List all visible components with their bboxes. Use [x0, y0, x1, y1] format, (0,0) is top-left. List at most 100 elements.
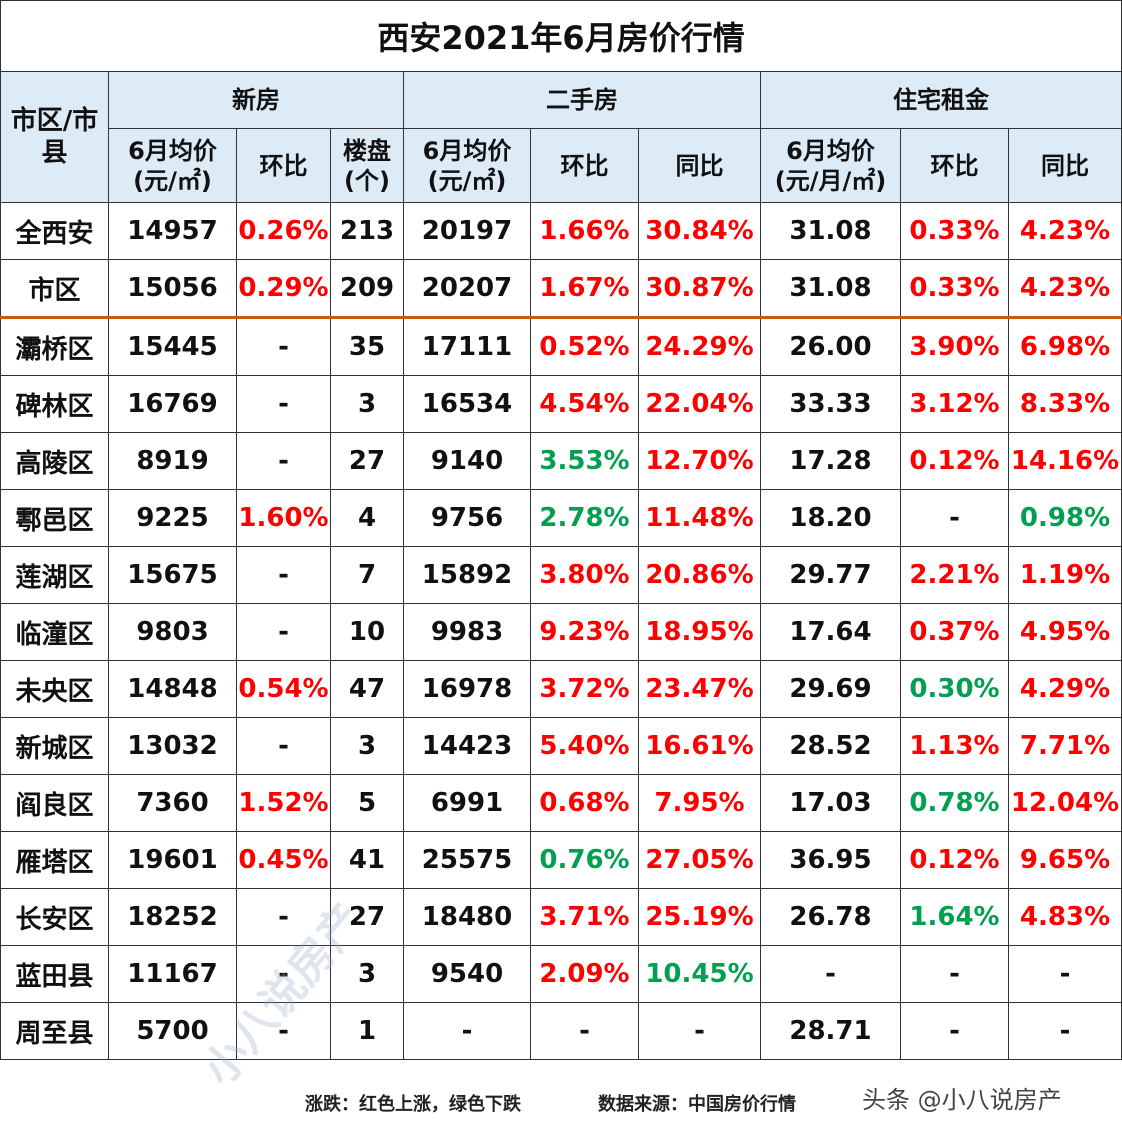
value-cell: 12.70% — [638, 432, 761, 490]
value-cell: 6.98% — [1007, 317, 1122, 376]
footer-brand: 头条 @小八说房产 — [862, 1086, 1062, 1114]
value-cell: 15056 — [108, 259, 237, 319]
value-cell: 10.45% — [638, 945, 761, 1003]
value-cell: 1.60% — [236, 489, 331, 547]
value-cell: 9756 — [403, 489, 531, 547]
value-cell: 3 — [330, 717, 404, 775]
footer-legend: 涨跌：红色上涨，绿色下跌 — [305, 1094, 521, 1115]
value-cell: 25575 — [403, 831, 531, 889]
value-cell: 0.30% — [900, 660, 1009, 718]
value-cell: 0.54% — [236, 660, 331, 718]
table-row: 碑林区 16769-3 16534 4.54% 22.04% 33.33 3.12% 8.33… — [0, 375, 1122, 433]
value-cell: 17.03 — [760, 774, 901, 832]
value-cell: 0.29% — [236, 259, 331, 319]
value-cell: 29.69 — [760, 660, 901, 718]
region-cell: 阎良区 — [0, 774, 109, 832]
value-cell: 4.95% — [1007, 603, 1122, 661]
value-cell: 0.68% — [530, 774, 639, 832]
value-cell: - — [236, 317, 331, 376]
value-cell: - — [236, 1002, 331, 1060]
value-cell: - — [900, 945, 1009, 1003]
table-row: 灞桥区 15445-35 17111 0.52% 24.29% 26.00 3.90% 6.9… — [0, 317, 1122, 376]
header-rent-price: 6月均价 (元/月/㎡) — [760, 128, 901, 203]
region-cell: 莲湖区 — [0, 546, 109, 604]
value-cell: 0.52% — [530, 317, 639, 376]
value-cell: 16.61% — [638, 717, 761, 775]
value-cell: 15892 — [403, 546, 531, 604]
value-cell: 27 — [330, 432, 404, 490]
value-cell: 3.72% — [530, 660, 639, 718]
value-cell: 14.16% — [1007, 432, 1122, 490]
value-cell: - — [638, 1002, 761, 1060]
value-cell: 31.08 — [760, 202, 901, 260]
value-cell: 4.23% — [1007, 202, 1122, 260]
value-cell: 28.52 — [760, 717, 901, 775]
table-title: 西安2021年6月房价行情 — [0, 0, 1122, 72]
value-cell: 3.71% — [530, 888, 639, 946]
value-cell: 41 — [330, 831, 404, 889]
value-cell: 9803 — [108, 603, 237, 661]
value-cell: 16769 — [108, 375, 237, 433]
region-cell: 新城区 — [0, 717, 109, 775]
value-cell: 20207 — [403, 259, 531, 319]
table-row: 新城区 13032-3 14423 5.40% 16.61% 28.52 1.13% 7.71… — [0, 717, 1122, 775]
value-cell: 1.64% — [900, 888, 1009, 946]
region-cell: 蓝田县 — [0, 945, 109, 1003]
value-cell: 47 — [330, 660, 404, 718]
value-cell: 4.54% — [530, 375, 639, 433]
value-cell: 33.33 — [760, 375, 901, 433]
value-cell: 3.53% — [530, 432, 639, 490]
footer-source: 数据来源：中国房价行情 — [598, 1094, 796, 1115]
value-cell: 25.19% — [638, 888, 761, 946]
value-cell: 17111 — [403, 317, 531, 376]
region-cell: 临潼区 — [0, 603, 109, 661]
header-sec-yoy: 同比 — [638, 128, 761, 203]
value-cell: 1.67% — [530, 259, 639, 319]
value-cell: 30.87% — [638, 259, 761, 319]
header-new-mom: 环比 — [236, 128, 331, 203]
value-cell: 19601 — [108, 831, 237, 889]
value-cell: 3 — [330, 375, 404, 433]
value-cell: 7.71% — [1007, 717, 1122, 775]
value-cell: 17.64 — [760, 603, 901, 661]
region-cell: 长安区 — [0, 888, 109, 946]
value-cell: 10 — [330, 603, 404, 661]
table-row: 全西安 14957 0.26% 213 20197 1.66% 30.84% 31.08 0.3… — [0, 202, 1122, 260]
header-new-count: 楼盘 (个) — [330, 128, 404, 203]
value-cell: - — [236, 945, 331, 1003]
value-cell: 35 — [330, 317, 404, 376]
value-cell: 16978 — [403, 660, 531, 718]
value-cell: 24.29% — [638, 317, 761, 376]
value-cell: 23.47% — [638, 660, 761, 718]
value-cell: - — [236, 717, 331, 775]
value-cell: 26.00 — [760, 317, 901, 376]
value-cell: 17.28 — [760, 432, 901, 490]
value-cell: 213 — [330, 202, 404, 260]
value-cell: 1.19% — [1007, 546, 1122, 604]
table-row: 雁塔区 19601 0.45% 41 25575 0.76% 27.05% 36.95 0.12… — [0, 831, 1122, 889]
price-table: 西安2021年6月房价行情 市区/市县 新房 二手房 住宅租金 6月均价 (元/… — [0, 0, 1122, 1060]
value-cell: 9140 — [403, 432, 531, 490]
header-rent-mom: 环比 — [900, 128, 1009, 203]
value-cell: - — [236, 432, 331, 490]
region-cell: 未央区 — [0, 660, 109, 718]
header-second: 二手房 — [403, 71, 761, 129]
value-cell: 2.78% — [530, 489, 639, 547]
value-cell: 27 — [330, 888, 404, 946]
value-cell: 7.95% — [638, 774, 761, 832]
region-cell: 雁塔区 — [0, 831, 109, 889]
header-sec-mom: 环比 — [530, 128, 639, 203]
region-cell: 高陵区 — [0, 432, 109, 490]
value-cell: 4 — [330, 489, 404, 547]
value-cell: 5 — [330, 774, 404, 832]
value-cell: 0.12% — [900, 831, 1009, 889]
value-cell: 28.71 — [760, 1002, 901, 1060]
value-cell: 26.78 — [760, 888, 901, 946]
table-row: 蓝田县 11167-3 9540 2.09% 10.45% - - - — [0, 945, 1122, 1003]
header-new: 新房 — [108, 71, 404, 129]
value-cell: 3 — [330, 945, 404, 1003]
value-cell: 18480 — [403, 888, 531, 946]
region-cell: 灞桥区 — [0, 317, 109, 376]
value-cell: 9.65% — [1007, 831, 1122, 889]
value-cell: 0.98% — [1007, 489, 1122, 547]
